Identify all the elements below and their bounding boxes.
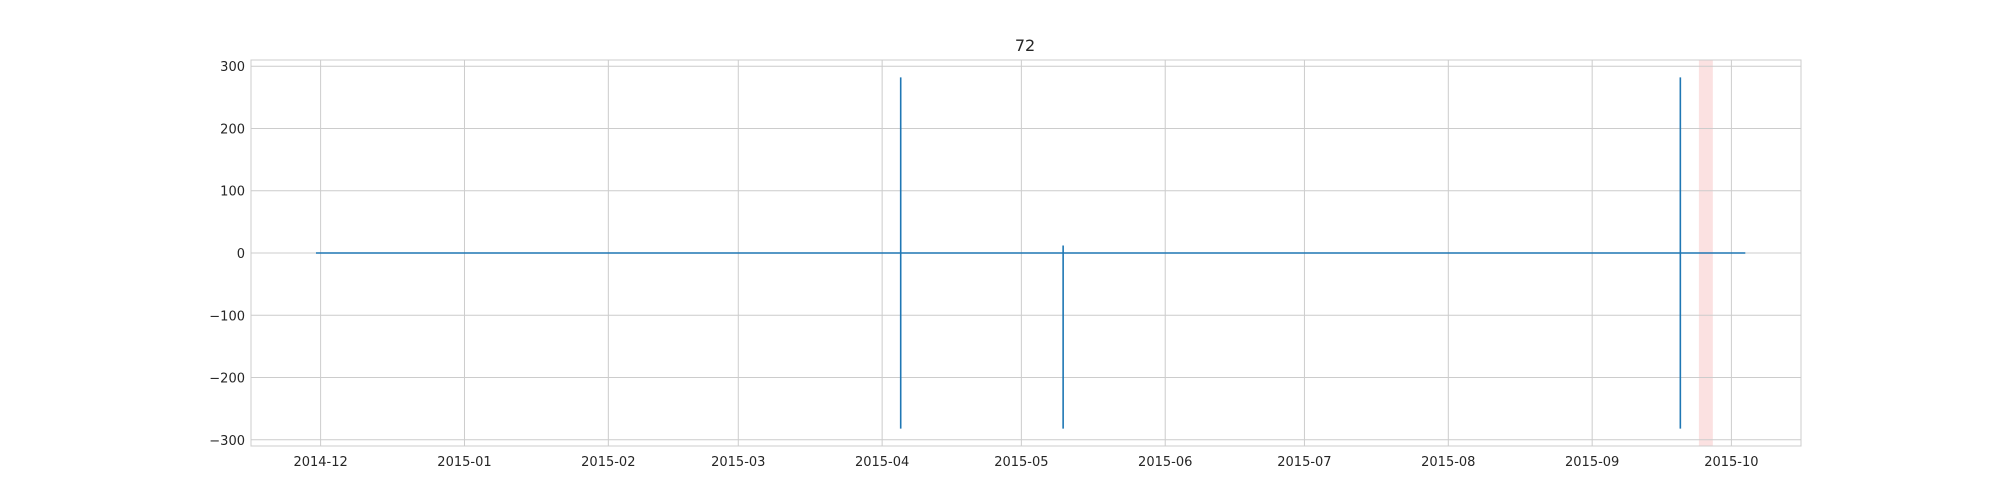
- series-line-0: [315, 77, 1746, 429]
- x-tick-label: 2015-09: [1565, 455, 1619, 470]
- x-tick-label: 2015-06: [1138, 455, 1192, 470]
- x-tick-label: 2015-08: [1421, 455, 1475, 470]
- y-tick-label: −100: [209, 309, 245, 324]
- x-tick-label: 2015-05: [994, 455, 1048, 470]
- series-layer: [315, 77, 1746, 429]
- x-tick-label: 2015-10: [1704, 455, 1758, 470]
- y-tick-label: 0: [237, 247, 245, 262]
- x-tick-label: 2014-12: [293, 455, 347, 470]
- y-tick-label: 300: [220, 60, 245, 75]
- y-tick-label: 200: [220, 122, 245, 137]
- plot-frame: [250, 59, 1802, 447]
- y-tick-labels: 300 200 100 0 −100 −200 −300: [209, 60, 245, 449]
- y-tick-label: −300: [209, 434, 245, 449]
- y-tick-label: 100: [220, 185, 245, 200]
- x-tick-label: 2015-01: [437, 455, 491, 470]
- x-tick-label: 2015-02: [581, 455, 635, 470]
- chart-title: 72: [1015, 36, 1035, 55]
- x-tick-labels: 2014-12 2015-01 2015-02 2015-03 2015-04 2015-…: [293, 455, 1758, 470]
- x-tick-label: 2015-04: [855, 455, 909, 470]
- x-tick-label: 2015-03: [711, 455, 765, 470]
- y-tick-label: −200: [209, 372, 245, 387]
- x-tick-label: 2015-07: [1277, 455, 1331, 470]
